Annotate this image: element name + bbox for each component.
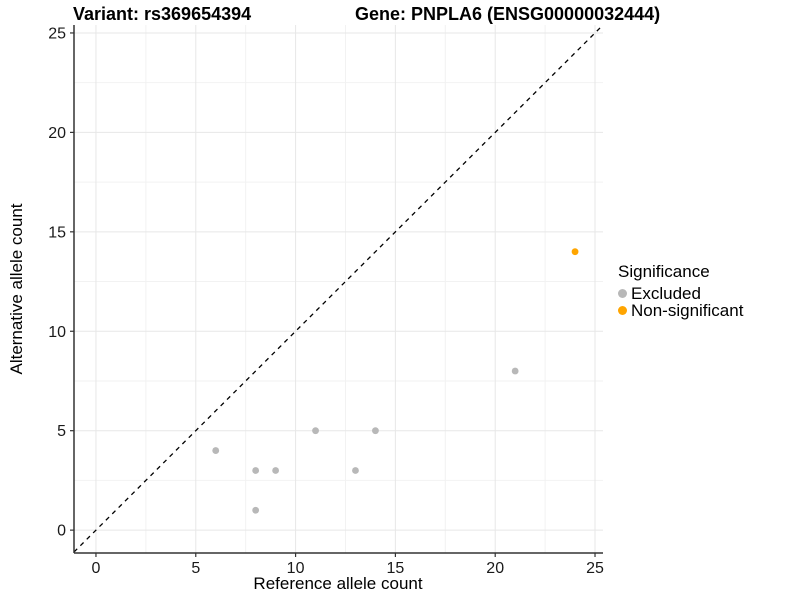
x-tick-label: 10 (287, 560, 305, 577)
legend-items: Excluded Non-significant (618, 285, 743, 319)
data-point-excluded (352, 467, 359, 474)
x-tick-label: 25 (586, 560, 604, 577)
gene-title: Gene: PNPLA6 (ENSG00000032444) (355, 4, 661, 24)
identity-line (73, 24, 604, 553)
y-tick-label: 0 (57, 523, 66, 540)
legend-item-excluded: Excluded (618, 285, 743, 302)
y-tick-label: 25 (48, 25, 66, 42)
legend-item-label: Non-significant (631, 301, 744, 320)
y-tick-label: 5 (57, 423, 66, 440)
legend-title: Significance (618, 262, 710, 281)
y-tick-label: 15 (48, 224, 66, 241)
data-point-excluded (252, 467, 260, 474)
x-tick-label: 15 (386, 560, 404, 577)
y-tick-label: 10 (48, 324, 66, 341)
variant-title: Variant: rs369654394 (73, 4, 252, 24)
x-axis-title: Reference allele count (253, 574, 423, 593)
legend-dot-icon (618, 306, 627, 315)
legend-item-non-significant: Non-significant (618, 302, 743, 319)
legend-item-label: Excluded (631, 284, 701, 303)
y-axis-title: Alternative allele count (7, 203, 26, 375)
legend: Significance Excluded Non-significant (618, 262, 743, 319)
legend-dot-icon (618, 289, 627, 298)
data-point-excluded (272, 467, 280, 474)
x-tick-label: 5 (191, 560, 200, 577)
data-point-non-significant (571, 248, 579, 256)
data-point-excluded (212, 447, 220, 454)
x-tick-label: 20 (486, 560, 504, 577)
data-point-excluded (511, 367, 519, 375)
data-point-excluded (312, 427, 319, 435)
data-point-excluded (372, 427, 379, 435)
y-tick-label: 20 (48, 125, 66, 142)
data-point-excluded (252, 506, 260, 514)
x-tick-label: 0 (92, 560, 101, 577)
